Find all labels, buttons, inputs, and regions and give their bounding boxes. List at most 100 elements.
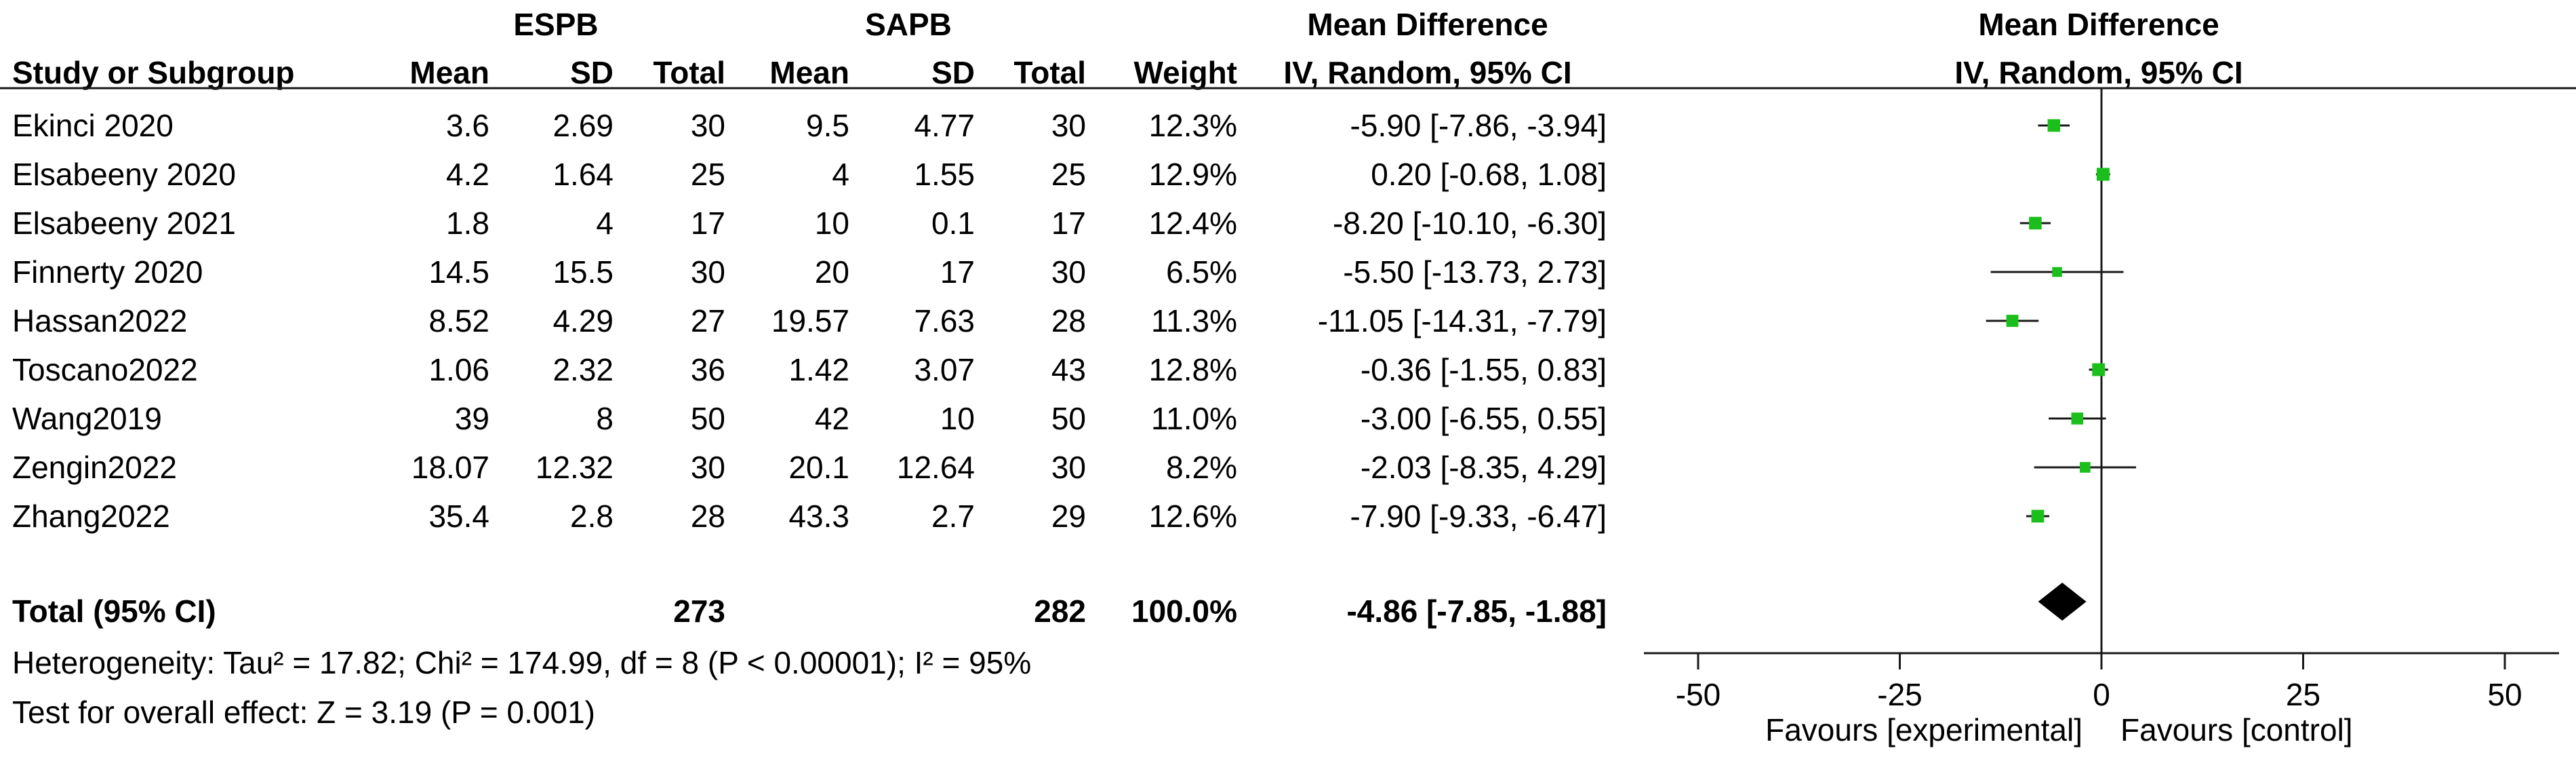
ctrl-total-cell: 30 bbox=[1051, 254, 1086, 290]
effect-ci-cell: -0.36 [-1.55, 0.83] bbox=[1361, 352, 1607, 387]
favours-experimental-label: Favours [experimental] bbox=[1765, 712, 2082, 747]
effect-point-marker bbox=[2047, 119, 2061, 132]
x-tick-label: -25 bbox=[1877, 677, 1922, 712]
ctrl-sd-cell: 12.64 bbox=[897, 450, 975, 485]
table-row: Toscano2022 1.06 2.32 36 1.42 3.07 43 12.8% -0.3… bbox=[12, 352, 1607, 387]
study-name: Ekinci 2020 bbox=[12, 108, 174, 143]
exp-mean-cell: 1.8 bbox=[446, 206, 489, 241]
favours-control-label: Favours [control] bbox=[2120, 712, 2353, 747]
x-axis-ticks: -50 -25 0 25 50 bbox=[1676, 653, 2522, 712]
study-name: Zhang2022 bbox=[12, 499, 170, 534]
pooled-effect-diamond bbox=[2038, 583, 2087, 621]
x-tick-label: 25 bbox=[2286, 677, 2320, 712]
ctrl-mean-cell: 4 bbox=[832, 157, 849, 192]
exp-total-cell: 30 bbox=[691, 108, 725, 143]
col-header-ctrl-total: Total bbox=[1014, 55, 1086, 90]
effect-ci-cell: -3.00 [-6.55, 0.55] bbox=[1361, 401, 1607, 436]
exp-mean-cell: 1.06 bbox=[428, 352, 489, 387]
exp-sd-cell: 2.8 bbox=[570, 499, 613, 534]
exp-mean-cell: 4.2 bbox=[446, 157, 489, 192]
plot-header-line2: IV, Random, 95% CI bbox=[1954, 55, 2242, 90]
x-tick-label: 0 bbox=[2093, 677, 2110, 712]
ctrl-sd-cell: 0.1 bbox=[931, 206, 975, 241]
col-header-ctrl-sd: SD bbox=[931, 55, 975, 90]
effect-point-marker bbox=[2031, 509, 2045, 523]
ctrl-total-cell: 17 bbox=[1051, 206, 1086, 241]
exp-mean-cell: 39 bbox=[455, 401, 489, 436]
exp-mean-cell: 14.5 bbox=[428, 254, 489, 290]
ctrl-mean-cell: 9.5 bbox=[806, 108, 849, 143]
weight-cell: 8.2% bbox=[1166, 450, 1237, 485]
effect-ci-cell: -7.90 [-9.33, -6.47] bbox=[1350, 499, 1607, 534]
weight-cell: 12.8% bbox=[1149, 352, 1237, 387]
ctrl-total-cell: 30 bbox=[1051, 108, 1086, 143]
exp-mean-cell: 35.4 bbox=[428, 499, 489, 534]
ctrl-mean-cell: 20 bbox=[815, 254, 849, 290]
effect-point-marker bbox=[2080, 462, 2091, 473]
effect-point-marker bbox=[2092, 363, 2106, 376]
ctrl-sd-cell: 17 bbox=[940, 254, 975, 290]
ctrl-mean-cell: 1.42 bbox=[788, 352, 849, 387]
weight-cell: 11.3% bbox=[1151, 303, 1237, 338]
exp-sd-cell: 15.5 bbox=[552, 254, 613, 290]
col-header-exp-sd: SD bbox=[570, 55, 613, 90]
study-name: Wang2019 bbox=[12, 401, 162, 436]
total-weight: 100.0% bbox=[1131, 593, 1237, 629]
ctrl-total-cell: 30 bbox=[1051, 450, 1086, 485]
weight-cell: 12.6% bbox=[1149, 499, 1237, 534]
ctrl-total-cell: 25 bbox=[1051, 157, 1086, 192]
ctrl-total-cell: 28 bbox=[1051, 303, 1086, 338]
exp-mean-cell: 8.52 bbox=[428, 303, 489, 338]
effect-ci-cell: -5.90 [-7.86, -3.94] bbox=[1350, 108, 1607, 143]
table-row: Wang2019 39 8 50 42 10 50 11.0% -3.00 [-6.55, 0.… bbox=[12, 401, 1607, 436]
exp-sd-cell: 12.32 bbox=[536, 450, 613, 485]
study-name: Elsabeeny 2021 bbox=[12, 206, 236, 241]
exp-total-cell: 27 bbox=[691, 303, 725, 338]
exp-total-cell: 36 bbox=[691, 352, 725, 387]
ctrl-sd-cell: 1.55 bbox=[914, 157, 975, 192]
exp-sd-cell: 8 bbox=[596, 401, 613, 436]
effect-point-marker bbox=[2071, 412, 2084, 425]
study-name: Hassan2022 bbox=[12, 303, 187, 338]
effect-ci-cell: -8.20 [-10.10, -6.30] bbox=[1333, 206, 1607, 241]
weight-cell: 12.9% bbox=[1149, 157, 1237, 192]
exp-sd-cell: 2.69 bbox=[552, 108, 613, 143]
ctrl-mean-cell: 43.3 bbox=[788, 499, 849, 534]
exp-total-cell: 25 bbox=[691, 157, 725, 192]
effect-point-marker bbox=[2006, 315, 2019, 327]
col-header-ctrl-mean: Mean bbox=[769, 55, 849, 90]
table-row: Ekinci 2020 3.6 2.69 30 9.5 4.77 30 12.3% -5.90 … bbox=[12, 108, 1607, 143]
exp-total-cell: 30 bbox=[691, 254, 725, 290]
weight-cell: 12.3% bbox=[1149, 108, 1237, 143]
effect-ci-cell: -11.05 [-14.31, -7.79] bbox=[1318, 303, 1607, 338]
study-name: Zengin2022 bbox=[12, 450, 177, 485]
exp-total-cell: 17 bbox=[691, 206, 725, 241]
total-label: Total (95% CI) bbox=[12, 593, 216, 629]
confidence-interval-marks bbox=[1986, 119, 2137, 523]
total-n-exp: 273 bbox=[673, 593, 725, 629]
ctrl-total-cell: 43 bbox=[1051, 352, 1086, 387]
total-effect-ci: -4.86 [-7.85, -1.88] bbox=[1346, 593, 1607, 629]
x-tick-label: 50 bbox=[2487, 677, 2522, 712]
table-row: Elsabeeny 2021 1.8 4 17 10 0.1 17 12.4% -8.20 [-… bbox=[12, 206, 1607, 241]
study-name: Finnerty 2020 bbox=[12, 254, 203, 290]
exp-total-cell: 28 bbox=[691, 499, 725, 534]
col-header-weight: Weight bbox=[1134, 55, 1237, 90]
effect-point-marker bbox=[2029, 216, 2042, 230]
exp-mean-cell: 3.6 bbox=[446, 108, 489, 143]
exp-sd-cell: 2.32 bbox=[552, 352, 613, 387]
effect-ci-cell: 0.20 [-0.68, 1.08] bbox=[1371, 157, 1607, 192]
study-rows: Ekinci 2020 3.6 2.69 30 9.5 4.77 30 12.3% -5.90 … bbox=[12, 108, 1607, 534]
table-row: Elsabeeny 2020 4.2 1.64 25 4 1.55 25 12.9% 0.20 … bbox=[12, 157, 1607, 192]
heterogeneity-note: Heterogeneity: Tau² = 17.82; Chi² = 174.… bbox=[12, 645, 1031, 680]
weight-cell: 11.0% bbox=[1151, 401, 1237, 436]
study-name: Elsabeeny 2020 bbox=[12, 157, 236, 192]
exp-mean-cell: 18.07 bbox=[411, 450, 489, 485]
ctrl-total-cell: 50 bbox=[1051, 401, 1086, 436]
ctrl-sd-cell: 2.7 bbox=[931, 499, 975, 534]
exp-sd-cell: 4 bbox=[596, 206, 613, 241]
effect-ci-cell: -5.50 [-13.73, 2.73] bbox=[1343, 254, 1607, 290]
overall-effect-note: Test for overall effect: Z = 3.19 (P = 0… bbox=[12, 695, 595, 730]
ctrl-mean-cell: 10 bbox=[815, 206, 849, 241]
